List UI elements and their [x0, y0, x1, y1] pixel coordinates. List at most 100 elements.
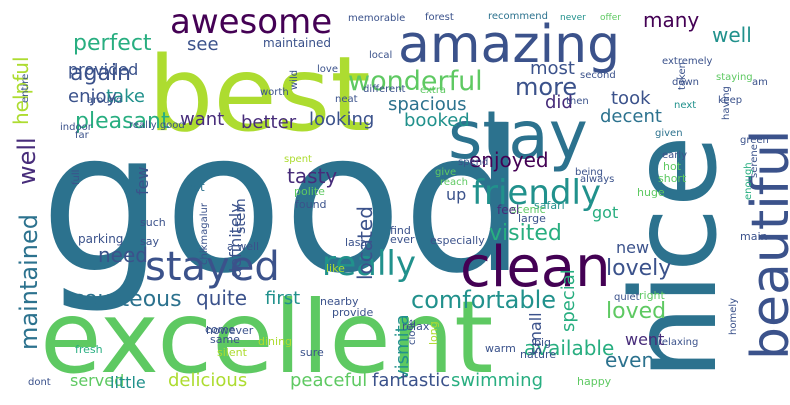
word-need: need — [98, 243, 148, 267]
word-clean: clean — [460, 235, 611, 300]
word-dining: dining — [258, 335, 292, 348]
word-safari: safari — [534, 199, 565, 212]
word-wonderful: wonderful — [348, 66, 483, 97]
word-always: always — [580, 174, 614, 185]
word-close: close — [407, 319, 418, 345]
word-quite: quite — [196, 286, 247, 310]
word-say: say — [140, 235, 159, 248]
word-find: find — [390, 224, 411, 237]
word-long: long — [427, 321, 440, 345]
word-same: same — [210, 333, 240, 346]
word-courteous: courteous — [72, 287, 182, 312]
word-even: even — [605, 348, 654, 372]
word-come: come — [205, 323, 235, 336]
word-down: down — [672, 77, 699, 88]
word-given: given — [655, 128, 683, 139]
word-more: more — [515, 73, 577, 101]
word-amazing: amazing — [398, 15, 620, 75]
word-most: most — [530, 58, 575, 79]
word-entire: entire — [20, 74, 31, 103]
word-pleasant: pleasant — [75, 109, 170, 134]
word-went: went — [625, 330, 664, 349]
word-neat: neat — [335, 94, 358, 105]
word-nearby: nearby — [320, 295, 359, 308]
word-well: well — [712, 23, 752, 47]
word-relaxing: relaxing — [658, 337, 698, 348]
word-booked: booked — [404, 110, 470, 131]
word-little: little — [110, 373, 146, 392]
word-really: really — [322, 244, 416, 284]
word-stayed: stayed — [145, 244, 280, 290]
word-silent: silent — [217, 346, 248, 359]
word-new: new — [616, 238, 649, 257]
word-spent: spent — [284, 154, 312, 165]
word-again: again — [70, 61, 131, 86]
word-local: local — [369, 50, 392, 61]
word-looking: looking — [309, 109, 374, 130]
word-indoor: indoor — [60, 122, 93, 133]
word-memorable: memorable — [348, 13, 405, 24]
word-forest: forest — [425, 12, 454, 23]
word-excellent: excellent — [40, 279, 493, 396]
word-never: never — [560, 13, 586, 23]
word-dont: dont — [28, 377, 51, 388]
word-want: want — [180, 109, 224, 130]
word-got: got — [592, 203, 618, 222]
word-full: full — [71, 170, 82, 185]
word-vismita: vismita — [392, 314, 413, 380]
word-perfect: perfect — [73, 31, 152, 56]
word-take: take — [106, 86, 145, 107]
word-parking: parking — [78, 232, 123, 246]
word-up: up — [446, 185, 466, 204]
word-fantastic: fantastic — [372, 370, 450, 391]
word-such: such — [140, 216, 166, 229]
word-visited: visited — [489, 221, 562, 246]
word-did: did — [545, 92, 573, 113]
word-maintained: maintained — [263, 36, 331, 50]
word-stern: stern — [233, 198, 249, 234]
word-maintained: maintained — [15, 214, 43, 350]
word-however: however — [206, 324, 254, 337]
word-worth: worth — [260, 87, 289, 98]
word-right: right — [639, 289, 666, 302]
word-warm: warm — [485, 342, 516, 355]
word-chikmagalur: chikmagalur — [199, 202, 210, 265]
word-huge: huge — [637, 186, 665, 199]
word-better: better — [241, 112, 297, 133]
word-scenic: scenic — [511, 203, 546, 216]
word-first: first — [265, 288, 300, 309]
word-early: early — [662, 150, 687, 161]
word-around: around — [87, 95, 122, 106]
word-helpful: helpful — [9, 56, 33, 125]
word-small: small — [526, 312, 545, 355]
word-reach: reach — [440, 177, 468, 188]
word-having: having — [721, 86, 732, 120]
word-green: green — [740, 135, 769, 146]
word-offer: offer — [600, 13, 621, 23]
word-served: served — [70, 371, 124, 390]
word-enjoy: enjoy — [68, 86, 117, 107]
word-like: like — [326, 262, 345, 275]
word-tasty: tasty — [287, 164, 337, 188]
word-many: many — [643, 8, 699, 32]
word-spacious: spacious — [388, 94, 467, 115]
word-nice: nice — [605, 135, 743, 380]
word-provided: provided — [68, 60, 138, 79]
word-took: took — [611, 88, 651, 109]
word-available: available — [524, 336, 614, 360]
word-stay: stay — [448, 97, 588, 174]
word-delicious: delicious — [168, 370, 247, 391]
word-provide: provide — [332, 306, 374, 319]
word-comfortable: comfortable — [411, 286, 556, 314]
word-a-well: a well — [227, 240, 259, 253]
word-nature: nature — [520, 348, 556, 361]
word-extra: extra — [420, 85, 446, 96]
word-special: special — [558, 269, 579, 332]
word-feel: feel — [497, 203, 519, 217]
word-serene: serene — [749, 144, 760, 178]
word-awesome: awesome — [170, 2, 332, 42]
word-keep: keep — [718, 95, 742, 106]
